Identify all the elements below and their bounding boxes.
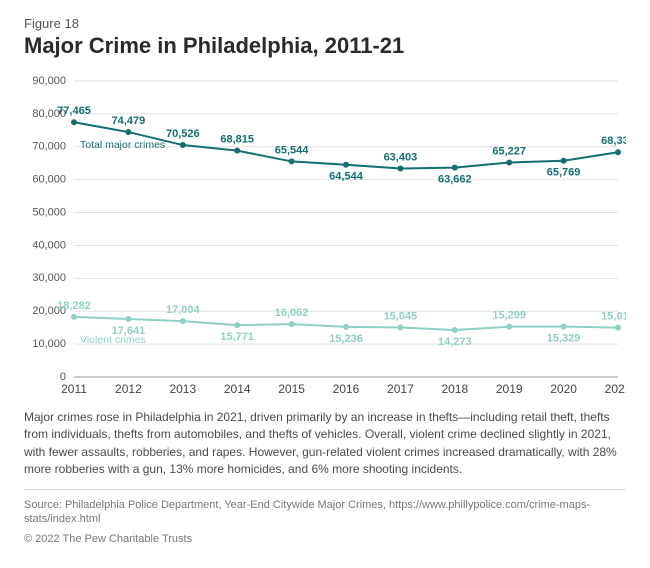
svg-text:70,526: 70,526 (166, 128, 200, 140)
svg-text:68,338: 68,338 (601, 135, 626, 147)
svg-text:65,544: 65,544 (275, 144, 310, 156)
svg-text:63,403: 63,403 (384, 151, 418, 163)
svg-text:2011: 2011 (61, 382, 87, 396)
svg-text:2016: 2016 (333, 382, 360, 396)
svg-text:2020: 2020 (550, 382, 577, 396)
svg-text:15,236: 15,236 (329, 333, 363, 345)
svg-text:65,769: 65,769 (547, 167, 581, 179)
svg-text:18,282: 18,282 (57, 300, 91, 312)
svg-text:14,273: 14,273 (438, 336, 472, 348)
svg-text:2013: 2013 (169, 382, 196, 396)
svg-text:64,544: 64,544 (329, 171, 364, 183)
svg-text:15,771: 15,771 (220, 331, 254, 343)
svg-text:63,662: 63,662 (438, 174, 472, 186)
svg-text:2018: 2018 (441, 382, 468, 396)
svg-text:15,045: 15,045 (384, 311, 418, 323)
svg-text:Total major crimes: Total major crimes (80, 139, 165, 151)
svg-text:65,227: 65,227 (492, 145, 526, 157)
copyright-text: © 2022 The Pew Charitable Trusts (24, 533, 626, 545)
figure-number: Figure 18 (24, 16, 626, 31)
svg-text:77,465: 77,465 (57, 105, 91, 117)
svg-text:2015: 2015 (278, 382, 305, 396)
svg-text:Violent crimes: Violent crimes (80, 334, 146, 346)
svg-text:10,000: 10,000 (32, 338, 66, 350)
svg-text:15,013: 15,013 (601, 311, 626, 323)
svg-text:30,000: 30,000 (32, 272, 66, 284)
chart-svg: 010,00020,00030,00040,00050,00060,00070,… (24, 69, 626, 399)
svg-text:2014: 2014 (224, 382, 251, 396)
svg-text:15,299: 15,299 (492, 310, 526, 322)
svg-text:2012: 2012 (115, 382, 142, 396)
svg-text:2021: 2021 (605, 382, 626, 396)
svg-text:90,000: 90,000 (32, 75, 66, 87)
svg-text:15,329: 15,329 (547, 333, 581, 345)
svg-text:68,815: 68,815 (220, 134, 254, 146)
svg-text:2019: 2019 (496, 382, 523, 396)
svg-text:17,004: 17,004 (166, 304, 201, 316)
svg-text:2017: 2017 (387, 382, 414, 396)
svg-text:16,062: 16,062 (275, 307, 309, 319)
description-text: Major crimes rose in Philadelphia in 202… (24, 409, 626, 479)
svg-text:70,000: 70,000 (32, 141, 66, 153)
svg-text:74,479: 74,479 (112, 115, 146, 127)
line-chart: 010,00020,00030,00040,00050,00060,00070,… (24, 69, 626, 399)
svg-text:40,000: 40,000 (32, 239, 66, 251)
source-text: Source: Philadelphia Police Department, … (24, 489, 626, 528)
svg-text:60,000: 60,000 (32, 174, 66, 186)
chart-title: Major Crime in Philadelphia, 2011-21 (24, 33, 626, 59)
svg-text:50,000: 50,000 (32, 206, 66, 218)
